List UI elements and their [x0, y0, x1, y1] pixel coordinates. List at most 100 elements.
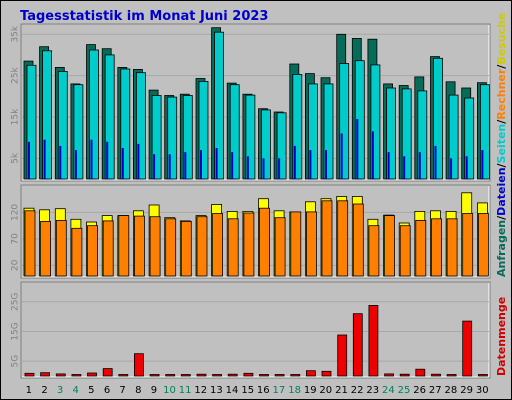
bar-dateien-day-19 — [309, 150, 311, 179]
day-label-27: 27 — [429, 385, 442, 396]
bar-dateien-day-30 — [481, 150, 483, 179]
day-label-1: 1 — [26, 385, 32, 396]
bar-rechner-day-9 — [150, 217, 160, 276]
bar-datenmenge-day-28 — [447, 375, 456, 377]
bar-datenmenge-day-30 — [478, 375, 487, 377]
bar-datenmenge-day-7 — [119, 375, 128, 377]
bar-rechner-day-15 — [244, 213, 254, 276]
bar-rechner-day-3 — [56, 220, 66, 276]
bar-rechner-day-21 — [338, 201, 348, 276]
tick-label-top-15k: 15k — [11, 108, 21, 125]
bar-dateien-day-16 — [263, 158, 265, 179]
day-label-20: 20 — [319, 385, 332, 396]
bar-datenmenge-day-11 — [181, 375, 190, 377]
bar-dateien-day-22 — [356, 119, 358, 179]
bar-rechner-day-26 — [416, 220, 426, 276]
bar-dateien-day-15 — [247, 156, 249, 179]
bar-dateien-day-7 — [122, 148, 124, 179]
day-label-18: 18 — [288, 385, 301, 396]
bar-rechner-day-10 — [166, 219, 176, 276]
day-label-25: 25 — [398, 385, 411, 396]
bar-datenmenge-day-24 — [385, 374, 394, 376]
bar-rechner-day-17 — [275, 218, 285, 276]
bar-dateien-day-29 — [466, 156, 468, 179]
bar-datenmenge-day-21 — [338, 335, 347, 376]
bar-datenmenge-day-2 — [41, 373, 50, 376]
day-label-29: 29 — [460, 385, 473, 396]
bar-datenmenge-day-8 — [134, 354, 143, 376]
bar-datenmenge-day-23 — [369, 305, 378, 376]
bar-dateien-day-13 — [216, 148, 218, 179]
day-label-2: 2 — [41, 385, 47, 396]
bar-rechner-day-25 — [400, 226, 410, 276]
bar-rechner-day-4 — [72, 228, 82, 276]
day-label-26: 26 — [413, 385, 426, 396]
bar-dateien-day-8 — [137, 144, 139, 179]
day-label-6: 6 — [104, 385, 110, 396]
bar-datenmenge-day-1 — [25, 373, 34, 376]
day-label-16: 16 — [257, 385, 270, 396]
day-label-19: 19 — [304, 385, 317, 396]
right-axis-label-part-2: Dateien — [495, 167, 508, 215]
day-label-21: 21 — [335, 385, 348, 396]
day-label-28: 28 — [445, 385, 458, 396]
bar-rechner-day-7 — [119, 216, 129, 276]
bar-rechner-day-24 — [385, 216, 395, 276]
day-label-7: 7 — [119, 385, 125, 396]
day-label-15: 15 — [241, 385, 254, 396]
bar-rechner-day-1 — [25, 211, 35, 276]
day-label-8: 8 — [135, 385, 141, 396]
bar-dateien-day-21 — [341, 134, 343, 180]
day-label-23: 23 — [366, 385, 379, 396]
day-label-11: 11 — [179, 385, 192, 396]
bar-rechner-day-6 — [103, 221, 113, 276]
bar-datenmenge-day-27 — [432, 374, 441, 376]
bar-rechner-day-13 — [213, 214, 223, 277]
bar-datenmenge-day-22 — [353, 314, 362, 376]
bar-datenmenge-day-16 — [260, 375, 269, 377]
bar-rechner-day-19 — [306, 212, 316, 276]
bar-dateien-day-6 — [106, 142, 108, 179]
bar-dateien-day-17 — [278, 158, 280, 179]
tick-label-bottom-25G: 25G — [11, 293, 21, 311]
bar-datenmenge-day-19 — [306, 371, 315, 376]
bar-datenmenge-day-12 — [197, 374, 206, 376]
bar-dateien-day-14 — [231, 152, 233, 179]
bar-datenmenge-day-20 — [322, 371, 331, 376]
tick-label-bottom-15G: 15G — [11, 322, 21, 340]
bar-datenmenge-day-10 — [166, 375, 175, 377]
bar-rechner-day-20 — [322, 201, 332, 276]
bar-dateien-day-27 — [435, 146, 437, 179]
bar-datenmenge-day-5 — [88, 373, 97, 376]
day-label-13: 13 — [210, 385, 223, 396]
right-axis-label-part-0: Anfragen — [495, 220, 508, 277]
bar-rechner-day-18 — [291, 212, 301, 276]
panel-bottom — [21, 282, 490, 378]
right-axis-label-part-6: Rechner — [495, 68, 508, 120]
bar-rechner-day-29 — [463, 214, 473, 277]
bar-rechner-day-5 — [88, 226, 98, 276]
day-label-5: 5 — [88, 385, 94, 396]
bar-dateien-day-18 — [294, 146, 296, 179]
bar-dateien-day-10 — [169, 154, 171, 179]
bar-datenmenge-day-13 — [213, 375, 222, 377]
right-axis-label-datenmenge: Datenmenge — [495, 297, 508, 376]
bar-rechner-day-8 — [134, 216, 144, 276]
bar-dateien-day-9 — [153, 154, 155, 179]
bar-dateien-day-2 — [44, 140, 46, 179]
right-axis-label: Anfragen/Dateien/Seiten/Rechner/Besuche — [495, 13, 508, 277]
bar-dateien-day-28 — [450, 158, 452, 179]
day-label-12: 12 — [194, 385, 207, 396]
bar-rechner-day-12 — [197, 217, 207, 276]
bar-datenmenge-day-9 — [150, 375, 159, 377]
bar-dateien-day-20 — [325, 150, 327, 179]
bar-rechner-day-27 — [432, 219, 442, 276]
tick-label-bottom-5G: 5G — [11, 355, 21, 368]
tick-label-top-5k: 5k — [11, 152, 21, 164]
bar-datenmenge-day-17 — [275, 375, 284, 377]
day-label-9: 9 — [151, 385, 157, 396]
bar-datenmenge-day-29 — [463, 321, 472, 376]
day-label-22: 22 — [351, 385, 364, 396]
right-axis-label-part-8: Besuche — [495, 13, 508, 65]
